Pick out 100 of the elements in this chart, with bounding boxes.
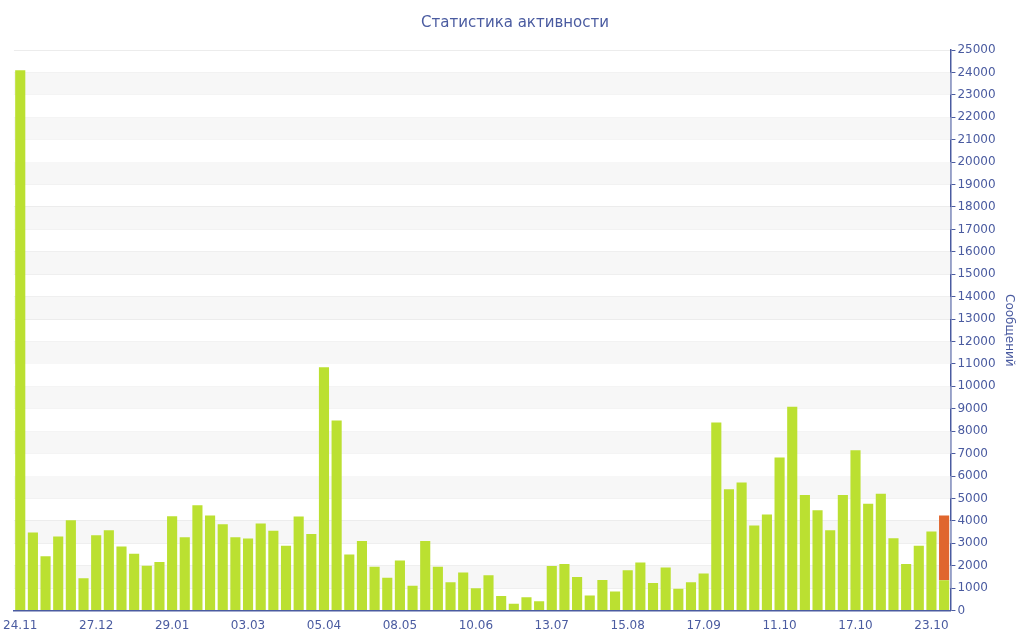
bar — [369, 566, 380, 611]
y-tick-label: 10000 — [957, 378, 996, 393]
bar — [230, 537, 241, 611]
x-tick-label: 13.07 — [534, 617, 569, 632]
y-tick-label: 18000 — [957, 199, 996, 214]
y-tick-label: 16000 — [957, 243, 996, 258]
bar — [825, 530, 836, 611]
bar — [863, 503, 874, 611]
bar — [559, 563, 570, 611]
y-tick-label: 8000 — [957, 423, 988, 438]
bar — [812, 510, 823, 611]
y-tick-label: 4000 — [957, 513, 988, 528]
bar — [40, 556, 51, 611]
bar — [129, 553, 140, 611]
y-tick-label: 13000 — [957, 311, 996, 326]
y-tick-label: 23000 — [957, 86, 996, 101]
bar — [382, 577, 393, 611]
bar — [78, 578, 89, 611]
bar — [242, 538, 254, 611]
y-tick-label: 9000 — [957, 400, 988, 415]
bar — [888, 538, 899, 611]
bar — [647, 583, 659, 611]
y-tick-label: 6000 — [957, 468, 988, 483]
y-tick-label: 5000 — [957, 490, 988, 505]
bar — [508, 603, 519, 611]
chart-title: Статистика активности — [421, 12, 609, 31]
y-tick-label: 22000 — [957, 109, 996, 124]
bar — [420, 541, 431, 611]
bar — [306, 533, 317, 611]
bar — [850, 450, 861, 611]
y-tick-label: 11000 — [957, 356, 996, 371]
x-tick-label: 05.04 — [306, 617, 342, 632]
x-tick-label: 24.11 — [3, 617, 38, 632]
x-tick-label: 29.01 — [154, 617, 190, 632]
bar — [901, 563, 912, 611]
x-tick-label: 17.09 — [686, 617, 721, 632]
bar — [470, 588, 481, 611]
bar — [103, 530, 114, 611]
bar — [711, 422, 722, 611]
y-tick-label: 0 — [957, 602, 966, 617]
bar — [65, 520, 76, 611]
bar — [609, 591, 621, 611]
bar — [432, 566, 443, 611]
bar — [774, 457, 785, 611]
bar — [496, 596, 507, 611]
x-tick-label: 11.10 — [762, 617, 797, 632]
bar — [546, 565, 557, 611]
y-tick-label: 17000 — [957, 221, 996, 236]
bar — [255, 523, 266, 611]
bar — [445, 582, 456, 611]
bar — [875, 493, 886, 611]
bar — [660, 567, 671, 611]
y-tick-label: 1000 — [957, 580, 988, 595]
bar — [723, 489, 735, 611]
bar — [407, 585, 418, 611]
bar — [597, 580, 608, 611]
bar — [698, 573, 709, 611]
bar — [749, 525, 760, 611]
y-tick-label: 25000 — [957, 42, 996, 57]
bar — [192, 505, 203, 611]
bar — [799, 495, 810, 611]
bar — [837, 495, 848, 611]
y-tick-label: 21000 — [957, 131, 996, 146]
bar — [344, 554, 355, 611]
bar — [787, 406, 798, 611]
bar — [939, 580, 950, 611]
y-tick-label: 2000 — [957, 557, 988, 572]
x-tick-label: 15.08 — [610, 617, 645, 632]
bar — [635, 562, 646, 611]
bar — [268, 530, 279, 611]
bar — [15, 70, 26, 611]
x-tick-label: 27.12 — [79, 617, 114, 632]
x-tick-label: 10.06 — [458, 617, 494, 632]
x-tick-label: 03.03 — [230, 617, 266, 632]
bar — [179, 537, 190, 611]
bar — [91, 535, 102, 611]
y-axis-title: Сообщений — [1002, 294, 1017, 367]
bar — [53, 536, 64, 611]
bar — [293, 516, 304, 611]
bar — [280, 545, 292, 611]
bar — [685, 582, 697, 611]
bar — [761, 514, 772, 611]
bar — [167, 516, 178, 611]
bar — [913, 545, 924, 611]
y-tick-label: 12000 — [957, 333, 996, 348]
bar — [534, 601, 545, 611]
bar — [141, 565, 152, 611]
bar — [318, 367, 330, 611]
y-tick-label: 19000 — [957, 176, 996, 191]
bar — [217, 524, 228, 611]
bar — [116, 546, 127, 611]
bar — [356, 541, 368, 611]
y-tick-label: 14000 — [957, 288, 996, 303]
y-tick-label: 15000 — [957, 266, 996, 281]
bar — [584, 595, 595, 611]
x-tick-label: 17.10 — [838, 617, 873, 632]
x-tick-label: 23.10 — [914, 617, 949, 632]
bar — [572, 576, 583, 611]
bar — [673, 588, 684, 611]
bar — [27, 532, 38, 611]
